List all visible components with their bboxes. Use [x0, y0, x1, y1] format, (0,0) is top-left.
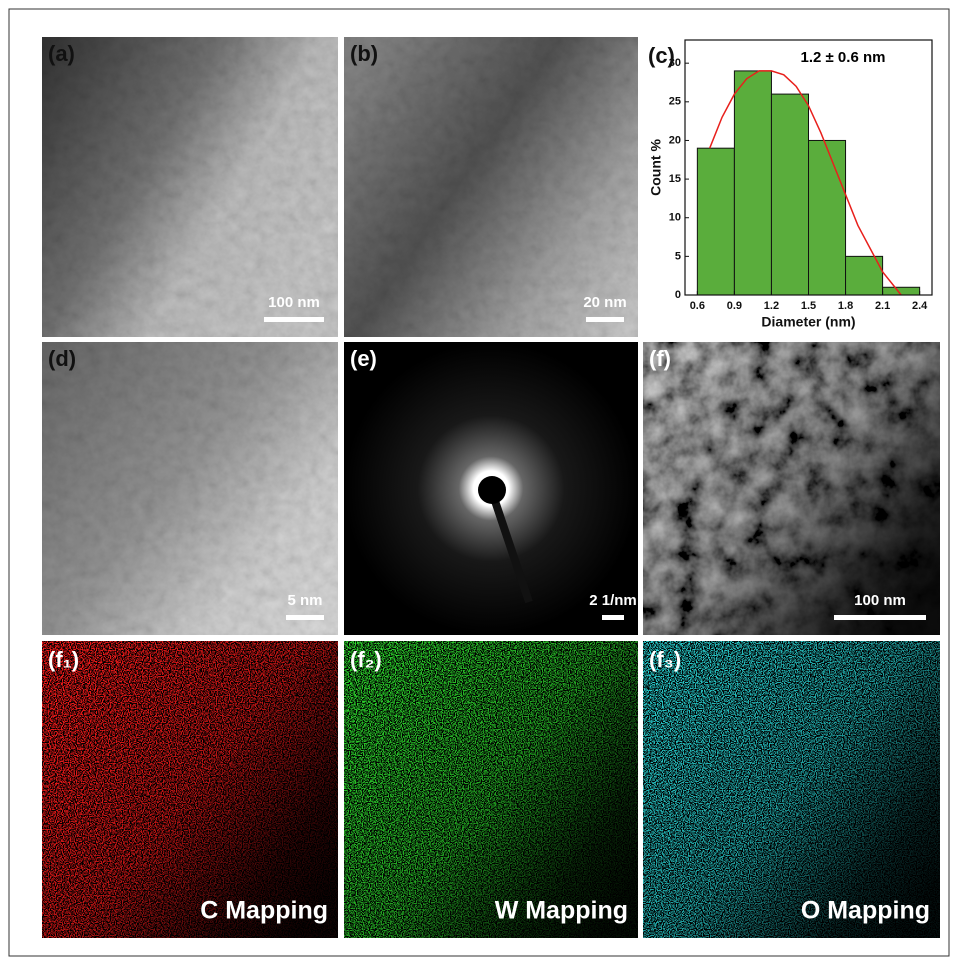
- tem-texture: [344, 37, 638, 337]
- x-axis-title: Diameter (nm): [761, 314, 855, 330]
- y-axis-title: Count %: [648, 139, 664, 196]
- y-tick-label: 5: [675, 250, 681, 262]
- panel-label: (f₂): [350, 647, 382, 672]
- panel-label: (b): [350, 41, 378, 66]
- figure: (a) 100 nm (b) 20 nm (d) 5 nm (e) 2 1/nm (f) 100 …: [0, 0, 958, 965]
- mapping-panel: (f₁) C Mapping: [42, 641, 338, 938]
- y-tick-label: 0: [675, 289, 681, 301]
- mapping-panel: (f₂) W Mapping: [344, 641, 638, 938]
- micrograph-panel: (f) 100 nm: [643, 342, 940, 635]
- x-tick-label: 2.1: [875, 300, 890, 312]
- panel-label: (f₃): [649, 647, 681, 672]
- mapping-signal: [42, 641, 338, 938]
- bar: [734, 71, 771, 295]
- scale-bar-label: 100 nm: [854, 592, 906, 609]
- x-tick-label: 2.4: [912, 300, 928, 312]
- x-tick-label: 1.5: [801, 300, 816, 312]
- panel-label: (a): [48, 41, 75, 66]
- panel-label: (d): [48, 346, 76, 371]
- tem-texture: [42, 37, 338, 337]
- mapping-caption: C Mapping: [200, 897, 328, 925]
- scale-bar: [602, 615, 624, 620]
- mapping-panel: (f₃) O Mapping: [643, 641, 940, 938]
- scale-bar: [586, 317, 624, 322]
- micrograph-panel: (d) 5 nm: [42, 342, 338, 635]
- y-tick-label: 10: [669, 212, 681, 224]
- bar: [809, 140, 846, 295]
- panel-label: (f₁): [48, 647, 79, 672]
- micrograph-panel: (a) 100 nm: [42, 37, 338, 337]
- mapping-signal: [344, 641, 638, 938]
- mapping-caption: O Mapping: [801, 897, 930, 925]
- scale-bar: [834, 615, 926, 620]
- x-tick-label: 0.6: [690, 300, 705, 312]
- y-tick-label: 15: [669, 173, 681, 185]
- scale-bar-label: 2 1/nm: [589, 592, 637, 609]
- y-tick-label: 25: [669, 96, 681, 108]
- scale-bar: [286, 615, 324, 620]
- x-tick-label: 1.2: [764, 300, 779, 312]
- mapping-caption: W Mapping: [495, 897, 628, 925]
- bar: [697, 148, 734, 295]
- micrograph-panel: (e) 2 1/nm: [344, 342, 638, 635]
- scale-bar: [264, 317, 324, 322]
- bar: [771, 94, 808, 295]
- annotation: 1.2 ± 0.6 nm: [801, 49, 886, 66]
- y-tick-label: 20: [669, 134, 681, 146]
- scale-bar-label: 100 nm: [268, 294, 320, 311]
- x-tick-label: 1.8: [838, 300, 853, 312]
- beam-stopper-head: [478, 476, 506, 504]
- scale-bar-label: 5 nm: [287, 592, 322, 609]
- panel-label: (e): [350, 346, 377, 371]
- x-tick-label: 0.9: [727, 300, 742, 312]
- panel-label: (c): [648, 43, 675, 68]
- panel-label: (f): [649, 346, 671, 371]
- micrograph-panel: (b) 20 nm: [344, 37, 638, 337]
- mapping-signal: [643, 641, 940, 938]
- scale-bar-label: 20 nm: [583, 294, 626, 311]
